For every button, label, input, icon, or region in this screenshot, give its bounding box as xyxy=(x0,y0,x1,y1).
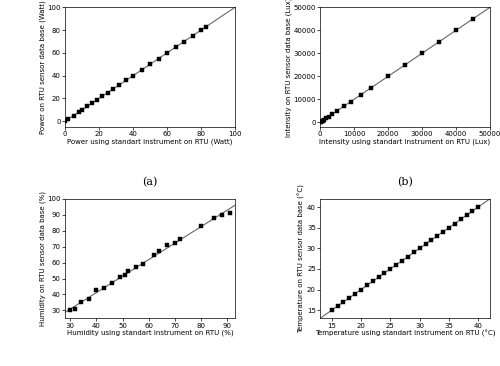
Point xyxy=(66,307,74,313)
Point xyxy=(401,62,409,68)
Point xyxy=(132,265,140,270)
Text: (b): (b) xyxy=(397,177,413,187)
Point xyxy=(116,82,124,88)
Y-axis label: Power on RTU sensor data base (Watt): Power on RTU sensor data base (Watt) xyxy=(40,0,46,134)
Point xyxy=(316,119,324,125)
Point xyxy=(122,77,130,83)
Point xyxy=(210,215,218,221)
Point xyxy=(163,242,171,248)
Point xyxy=(61,118,69,124)
Point xyxy=(367,85,375,91)
Point xyxy=(226,210,234,216)
Point xyxy=(100,285,108,291)
Y-axis label: Humidity on RTU sensor data base (%): Humidity on RTU sensor data base (%) xyxy=(40,191,46,326)
Y-axis label: Intensity on RTU sensor data base (Lux): Intensity on RTU sensor data base (Lux) xyxy=(286,0,292,137)
Point xyxy=(104,90,112,96)
Point xyxy=(72,306,80,312)
Point xyxy=(155,249,163,254)
Point xyxy=(154,56,162,61)
Y-axis label: Temperature on RTU sensor data base (°C): Temperature on RTU sensor data base (°C) xyxy=(298,184,306,333)
Point xyxy=(78,107,86,113)
Point xyxy=(88,100,96,106)
Point xyxy=(433,233,441,239)
Point xyxy=(328,111,336,117)
Point xyxy=(146,61,154,67)
Point xyxy=(422,241,430,247)
Point xyxy=(124,268,132,273)
Point xyxy=(384,74,392,79)
Point xyxy=(398,258,406,264)
Point xyxy=(83,104,91,109)
Point xyxy=(108,280,116,286)
Point xyxy=(452,27,460,33)
Point xyxy=(320,117,328,123)
Point xyxy=(435,39,443,45)
Point xyxy=(369,279,377,284)
Point xyxy=(197,27,205,33)
Point xyxy=(171,240,179,246)
Point xyxy=(340,103,348,109)
Point xyxy=(108,86,116,92)
Point xyxy=(180,38,188,44)
Point xyxy=(416,245,424,251)
Point xyxy=(346,99,354,105)
Point xyxy=(357,92,365,98)
X-axis label: Temperature using standart instrument on RTU (°C): Temperature using standart instrument on… xyxy=(315,330,495,337)
Point xyxy=(363,283,371,288)
Point xyxy=(176,236,184,242)
Point xyxy=(172,44,179,50)
Point xyxy=(351,291,359,296)
Point xyxy=(357,287,365,292)
Point xyxy=(84,296,92,302)
Point xyxy=(451,221,459,227)
Point xyxy=(138,67,145,73)
Point xyxy=(92,287,100,293)
Point xyxy=(322,115,330,121)
Point xyxy=(188,33,196,39)
Point xyxy=(392,262,400,268)
Point xyxy=(70,113,78,119)
Point xyxy=(121,272,129,278)
Point xyxy=(428,237,436,243)
Point xyxy=(469,16,477,22)
Point xyxy=(116,274,124,280)
Point xyxy=(318,117,326,123)
Point xyxy=(197,223,205,229)
Point xyxy=(316,119,324,125)
X-axis label: Power using standart instrument on RTU (Watt): Power using standart instrument on RTU (… xyxy=(68,138,232,145)
Point xyxy=(374,274,382,280)
Point xyxy=(318,118,326,124)
Text: (a): (a) xyxy=(142,177,158,187)
X-axis label: Humidity using standart instrument on RTU (%): Humidity using standart instrument on RT… xyxy=(66,330,234,336)
Point xyxy=(418,51,426,56)
Point xyxy=(94,97,102,102)
Point xyxy=(64,116,72,122)
Point xyxy=(380,270,388,276)
Point xyxy=(150,252,158,258)
Point xyxy=(98,93,106,99)
Point xyxy=(462,212,470,218)
Point xyxy=(218,212,226,218)
Point xyxy=(456,216,464,222)
Point xyxy=(445,225,453,231)
Point xyxy=(334,303,342,309)
Point xyxy=(468,208,476,214)
Point xyxy=(328,307,336,313)
Point xyxy=(76,299,84,305)
Point xyxy=(410,250,418,255)
Point xyxy=(140,261,147,267)
Point xyxy=(74,109,82,115)
Point xyxy=(333,108,341,114)
Point xyxy=(324,114,332,120)
Point xyxy=(202,24,210,30)
Point xyxy=(474,204,482,210)
Point xyxy=(404,254,412,259)
Point xyxy=(439,229,447,235)
Point xyxy=(129,73,137,79)
Point xyxy=(346,295,354,301)
Point xyxy=(163,50,171,56)
Point xyxy=(340,299,347,305)
X-axis label: Intensity using standart instrument on RTU (Lux): Intensity using standart instrument on R… xyxy=(320,138,490,145)
Point xyxy=(386,266,394,272)
